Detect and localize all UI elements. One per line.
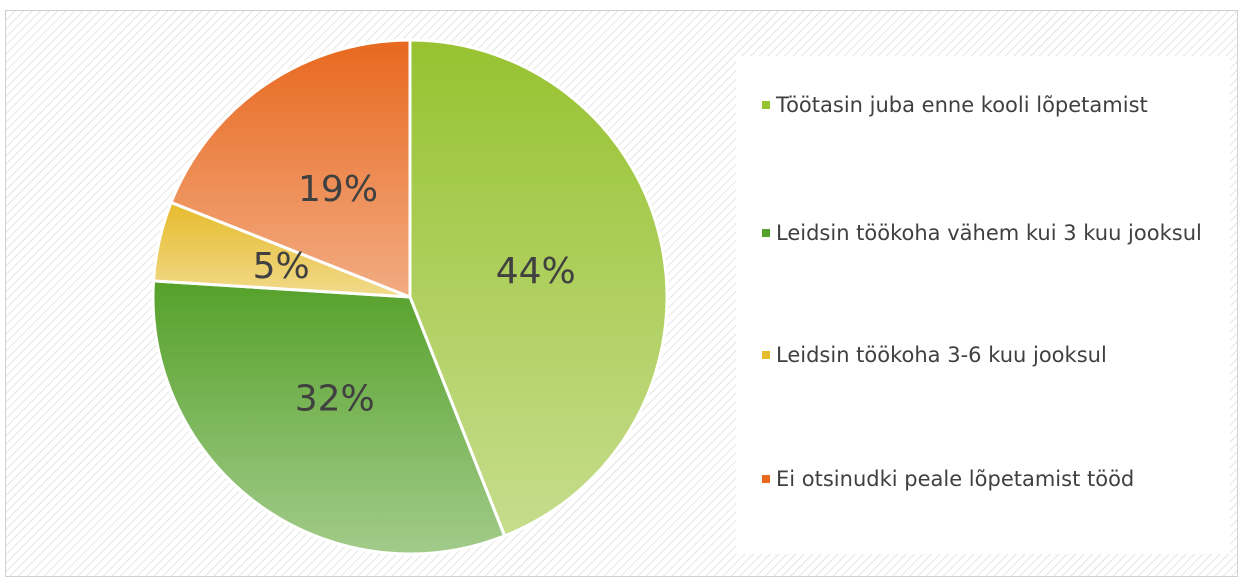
data-label: 32% (295, 379, 375, 420)
legend-item: Ei otsinudki peale lõpetamist tööd (762, 464, 1236, 494)
legend-swatch (762, 351, 770, 359)
legend-swatch (762, 229, 770, 237)
legend-swatch (762, 475, 770, 483)
pie-slice (151, 279, 507, 556)
pie-slice (408, 38, 669, 538)
legend: Töötasin juba enne kooli lõpetamist Leids… (736, 56, 1230, 554)
legend-label: Leidsin töökoha vähem kui 3 kuu jooksul (776, 221, 1202, 245)
legend-label: Töötasin juba enne kooli lõpetamist (776, 93, 1148, 117)
legend-item: Leidsin töökoha 3-6 kuu jooksul (762, 340, 1236, 370)
pie-slice (169, 38, 412, 300)
data-label: 44% (496, 251, 576, 292)
data-label: 5% (253, 246, 310, 287)
legend-label: Leidsin töökoha 3-6 kuu jooksul (776, 343, 1107, 367)
legend-item: Leidsin töökoha vähem kui 3 kuu jooksul (762, 218, 1236, 248)
legend-swatch (762, 101, 770, 109)
data-label: 19% (298, 169, 378, 210)
legend-label: Ei otsinudki peale lõpetamist tööd (776, 467, 1135, 491)
legend-item: Töötasin juba enne kooli lõpetamist (762, 90, 1236, 120)
